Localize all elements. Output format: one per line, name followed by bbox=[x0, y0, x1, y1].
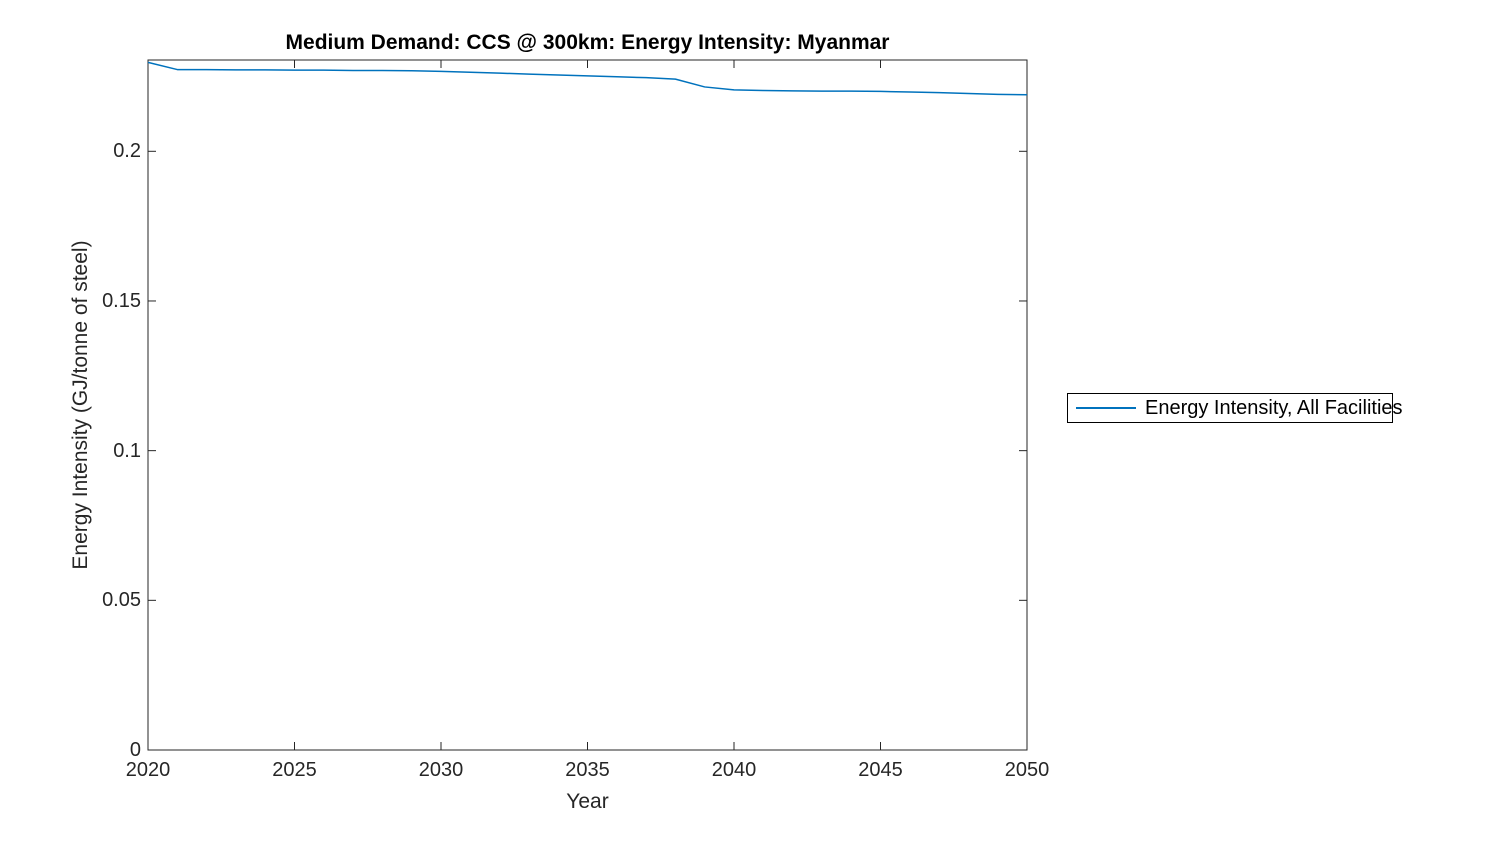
x-tick-label: 2050 bbox=[1004, 759, 1050, 781]
x-tick-label: 2045 bbox=[858, 759, 903, 781]
legend: Energy Intensity, All Facilities bbox=[1067, 393, 1403, 423]
legend-line-sample bbox=[1076, 407, 1136, 409]
y-tick-label: 0.05 bbox=[102, 589, 141, 612]
x-tick-label: 2025 bbox=[272, 759, 317, 781]
x-axis-label: Year bbox=[566, 790, 609, 813]
x-tick-label: 2020 bbox=[125, 759, 171, 781]
series-line bbox=[147, 61, 1028, 96]
y-tick-label: 0.1 bbox=[113, 439, 141, 462]
x-tick-label: 2040 bbox=[711, 759, 757, 781]
y-tick-label: 0.15 bbox=[102, 289, 141, 312]
plot-border bbox=[147, 59, 1028, 751]
x-tick-label: 2035 bbox=[565, 759, 610, 781]
y-tick-label: 0.2 bbox=[113, 140, 141, 163]
legend-label: Energy Intensity, All Facilities bbox=[1145, 396, 1403, 419]
y-tick-label: 0 bbox=[129, 739, 141, 761]
chart-title: Medium Demand: CCS @ 300km: Energy Inten… bbox=[285, 31, 890, 54]
x-tick-label: 2030 bbox=[418, 759, 464, 781]
y-axis-label: Energy Intensity (GJ/tonne of steel) bbox=[69, 240, 92, 570]
